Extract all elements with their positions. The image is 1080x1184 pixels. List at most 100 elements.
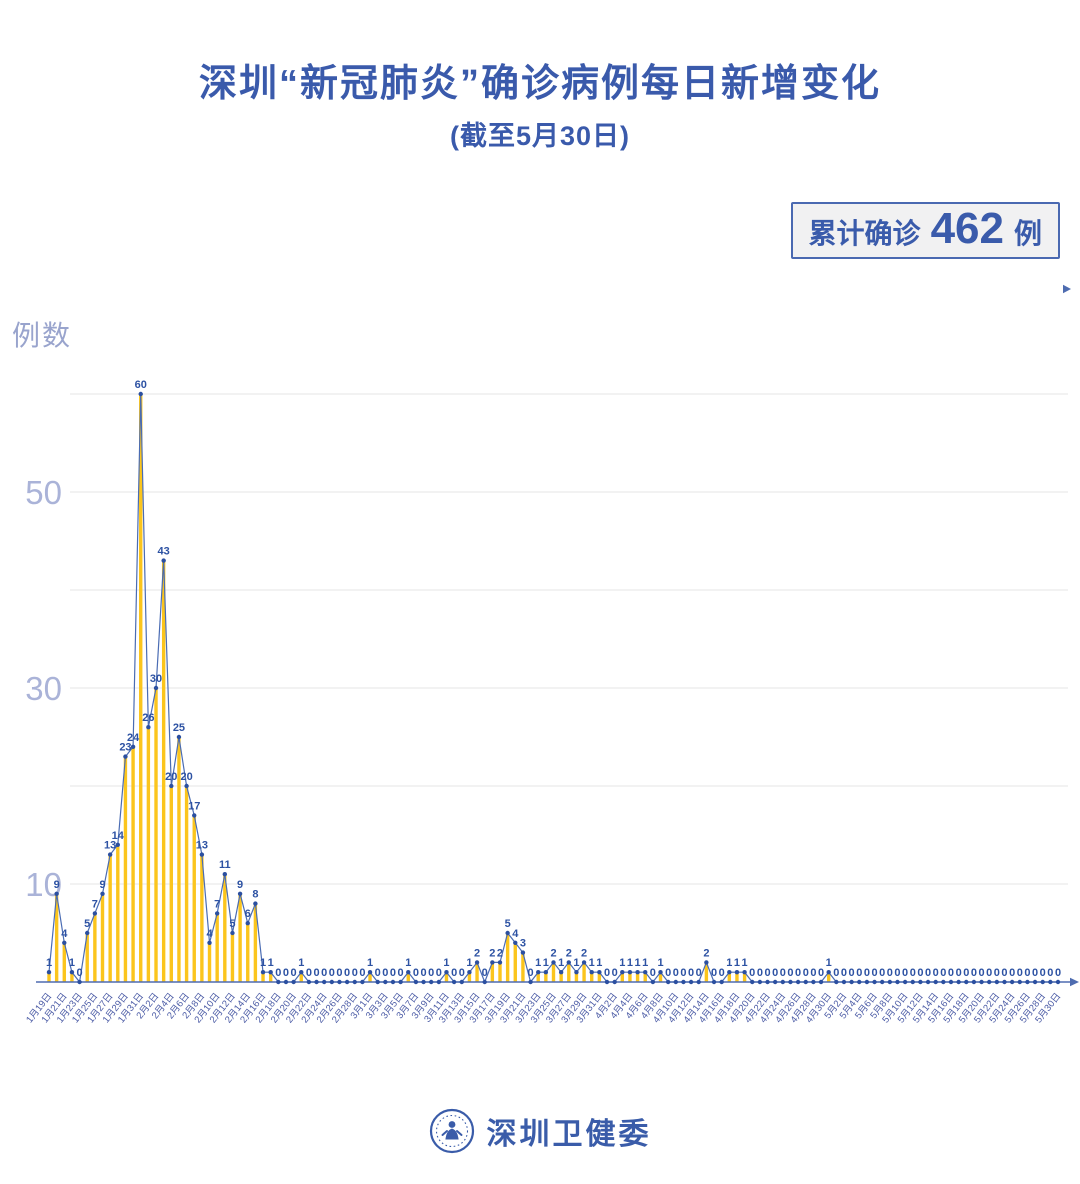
svg-text:1: 1 (726, 957, 732, 969)
svg-text:0: 0 (420, 967, 426, 979)
svg-text:0: 0 (1009, 967, 1015, 979)
svg-text:1: 1 (443, 957, 449, 969)
svg-text:2: 2 (489, 947, 495, 959)
svg-text:0: 0 (795, 967, 801, 979)
footer-org-name: 深圳卫健委 (486, 1118, 652, 1151)
svg-text:0: 0 (933, 967, 939, 979)
svg-text:0: 0 (436, 967, 442, 979)
svg-text:23: 23 (119, 742, 131, 754)
svg-text:0: 0 (963, 967, 969, 979)
svg-text:1: 1 (589, 957, 595, 969)
svg-text:0: 0 (956, 967, 962, 979)
svg-text:11: 11 (219, 859, 231, 871)
svg-text:0: 0 (871, 967, 877, 979)
svg-text:0: 0 (879, 967, 885, 979)
svg-text:13: 13 (104, 840, 116, 852)
svg-text:1: 1 (619, 957, 625, 969)
svg-text:1: 1 (734, 957, 740, 969)
svg-text:0: 0 (1040, 967, 1046, 979)
svg-text:20: 20 (165, 771, 177, 783)
svg-text:0: 0 (810, 967, 816, 979)
svg-text:1: 1 (367, 957, 373, 969)
svg-text:0: 0 (291, 967, 297, 979)
top-right-axis-arrow-icon (1063, 284, 1071, 294)
svg-text:0: 0 (344, 967, 350, 979)
svg-text:43: 43 (158, 546, 170, 558)
svg-text:0: 0 (665, 967, 671, 979)
svg-text:0: 0 (680, 967, 686, 979)
svg-text:0: 0 (971, 967, 977, 979)
svg-text:0: 0 (1017, 967, 1023, 979)
svg-text:0: 0 (841, 967, 847, 979)
svg-text:0: 0 (787, 967, 793, 979)
svg-text:0: 0 (459, 967, 465, 979)
svg-text:2: 2 (566, 947, 572, 959)
svg-text:0: 0 (910, 967, 916, 979)
svg-text:26: 26 (142, 712, 154, 724)
svg-text:0: 0 (757, 967, 763, 979)
svg-text:0: 0 (390, 967, 396, 979)
svg-text:17: 17 (188, 800, 200, 812)
svg-text:0: 0 (482, 967, 488, 979)
svg-text:0: 0 (612, 967, 618, 979)
svg-text:6: 6 (245, 908, 251, 920)
svg-text:0: 0 (818, 967, 824, 979)
svg-text:0: 0 (1047, 967, 1053, 979)
badge-total-count: 462 (930, 204, 1004, 253)
svg-text:60: 60 (135, 379, 147, 391)
svg-text:1: 1 (826, 957, 832, 969)
svg-text:0: 0 (359, 967, 365, 979)
svg-text:13: 13 (196, 840, 208, 852)
svg-text:3: 3 (520, 938, 526, 950)
svg-text:0: 0 (978, 967, 984, 979)
svg-text:0: 0 (719, 967, 725, 979)
svg-text:1: 1 (543, 957, 549, 969)
svg-text:0: 0 (833, 967, 839, 979)
svg-text:1: 1 (260, 957, 266, 969)
svg-text:0: 0 (772, 967, 778, 979)
shenzhen-health-commission-logo (429, 1108, 474, 1154)
svg-text:25: 25 (173, 722, 185, 734)
svg-text:0: 0 (382, 967, 388, 979)
svg-text:4: 4 (206, 928, 213, 940)
svg-text:9: 9 (99, 879, 105, 891)
svg-text:30: 30 (150, 673, 162, 685)
svg-text:9: 9 (237, 879, 243, 891)
svg-text:0: 0 (398, 967, 404, 979)
svg-text:1: 1 (298, 957, 304, 969)
svg-text:1: 1 (596, 957, 602, 969)
svg-text:0: 0 (986, 967, 992, 979)
svg-text:2: 2 (474, 947, 480, 959)
svg-text:0: 0 (313, 967, 319, 979)
svg-text:2: 2 (550, 947, 556, 959)
svg-text:2: 2 (497, 947, 503, 959)
svg-text:2: 2 (703, 947, 709, 959)
svg-text:4: 4 (512, 928, 519, 940)
svg-text:0: 0 (688, 967, 694, 979)
svg-text:0: 0 (1032, 967, 1038, 979)
badge-prefix: 累计确诊 (808, 218, 921, 249)
svg-text:0: 0 (764, 967, 770, 979)
svg-text:8: 8 (252, 889, 258, 901)
data-points (46, 391, 1061, 985)
value-labels: 1941057913142324602630432025201713471159… (46, 379, 1061, 979)
svg-text:1: 1 (535, 957, 541, 969)
svg-text:1: 1 (573, 957, 579, 969)
svg-text:0: 0 (994, 967, 1000, 979)
svg-text:0: 0 (650, 967, 656, 979)
svg-text:0: 0 (902, 967, 908, 979)
svg-text:0: 0 (428, 967, 434, 979)
svg-text:0: 0 (887, 967, 893, 979)
svg-text:0: 0 (283, 967, 289, 979)
svg-text:0: 0 (451, 967, 457, 979)
svg-text:1: 1 (627, 957, 633, 969)
svg-text:0: 0 (375, 967, 381, 979)
bars (47, 394, 831, 982)
svg-text:1: 1 (742, 957, 748, 969)
svg-text:0: 0 (413, 967, 419, 979)
svg-text:4: 4 (61, 928, 68, 940)
svg-text:0: 0 (696, 967, 702, 979)
svg-text:1: 1 (657, 957, 663, 969)
svg-text:0: 0 (917, 967, 923, 979)
